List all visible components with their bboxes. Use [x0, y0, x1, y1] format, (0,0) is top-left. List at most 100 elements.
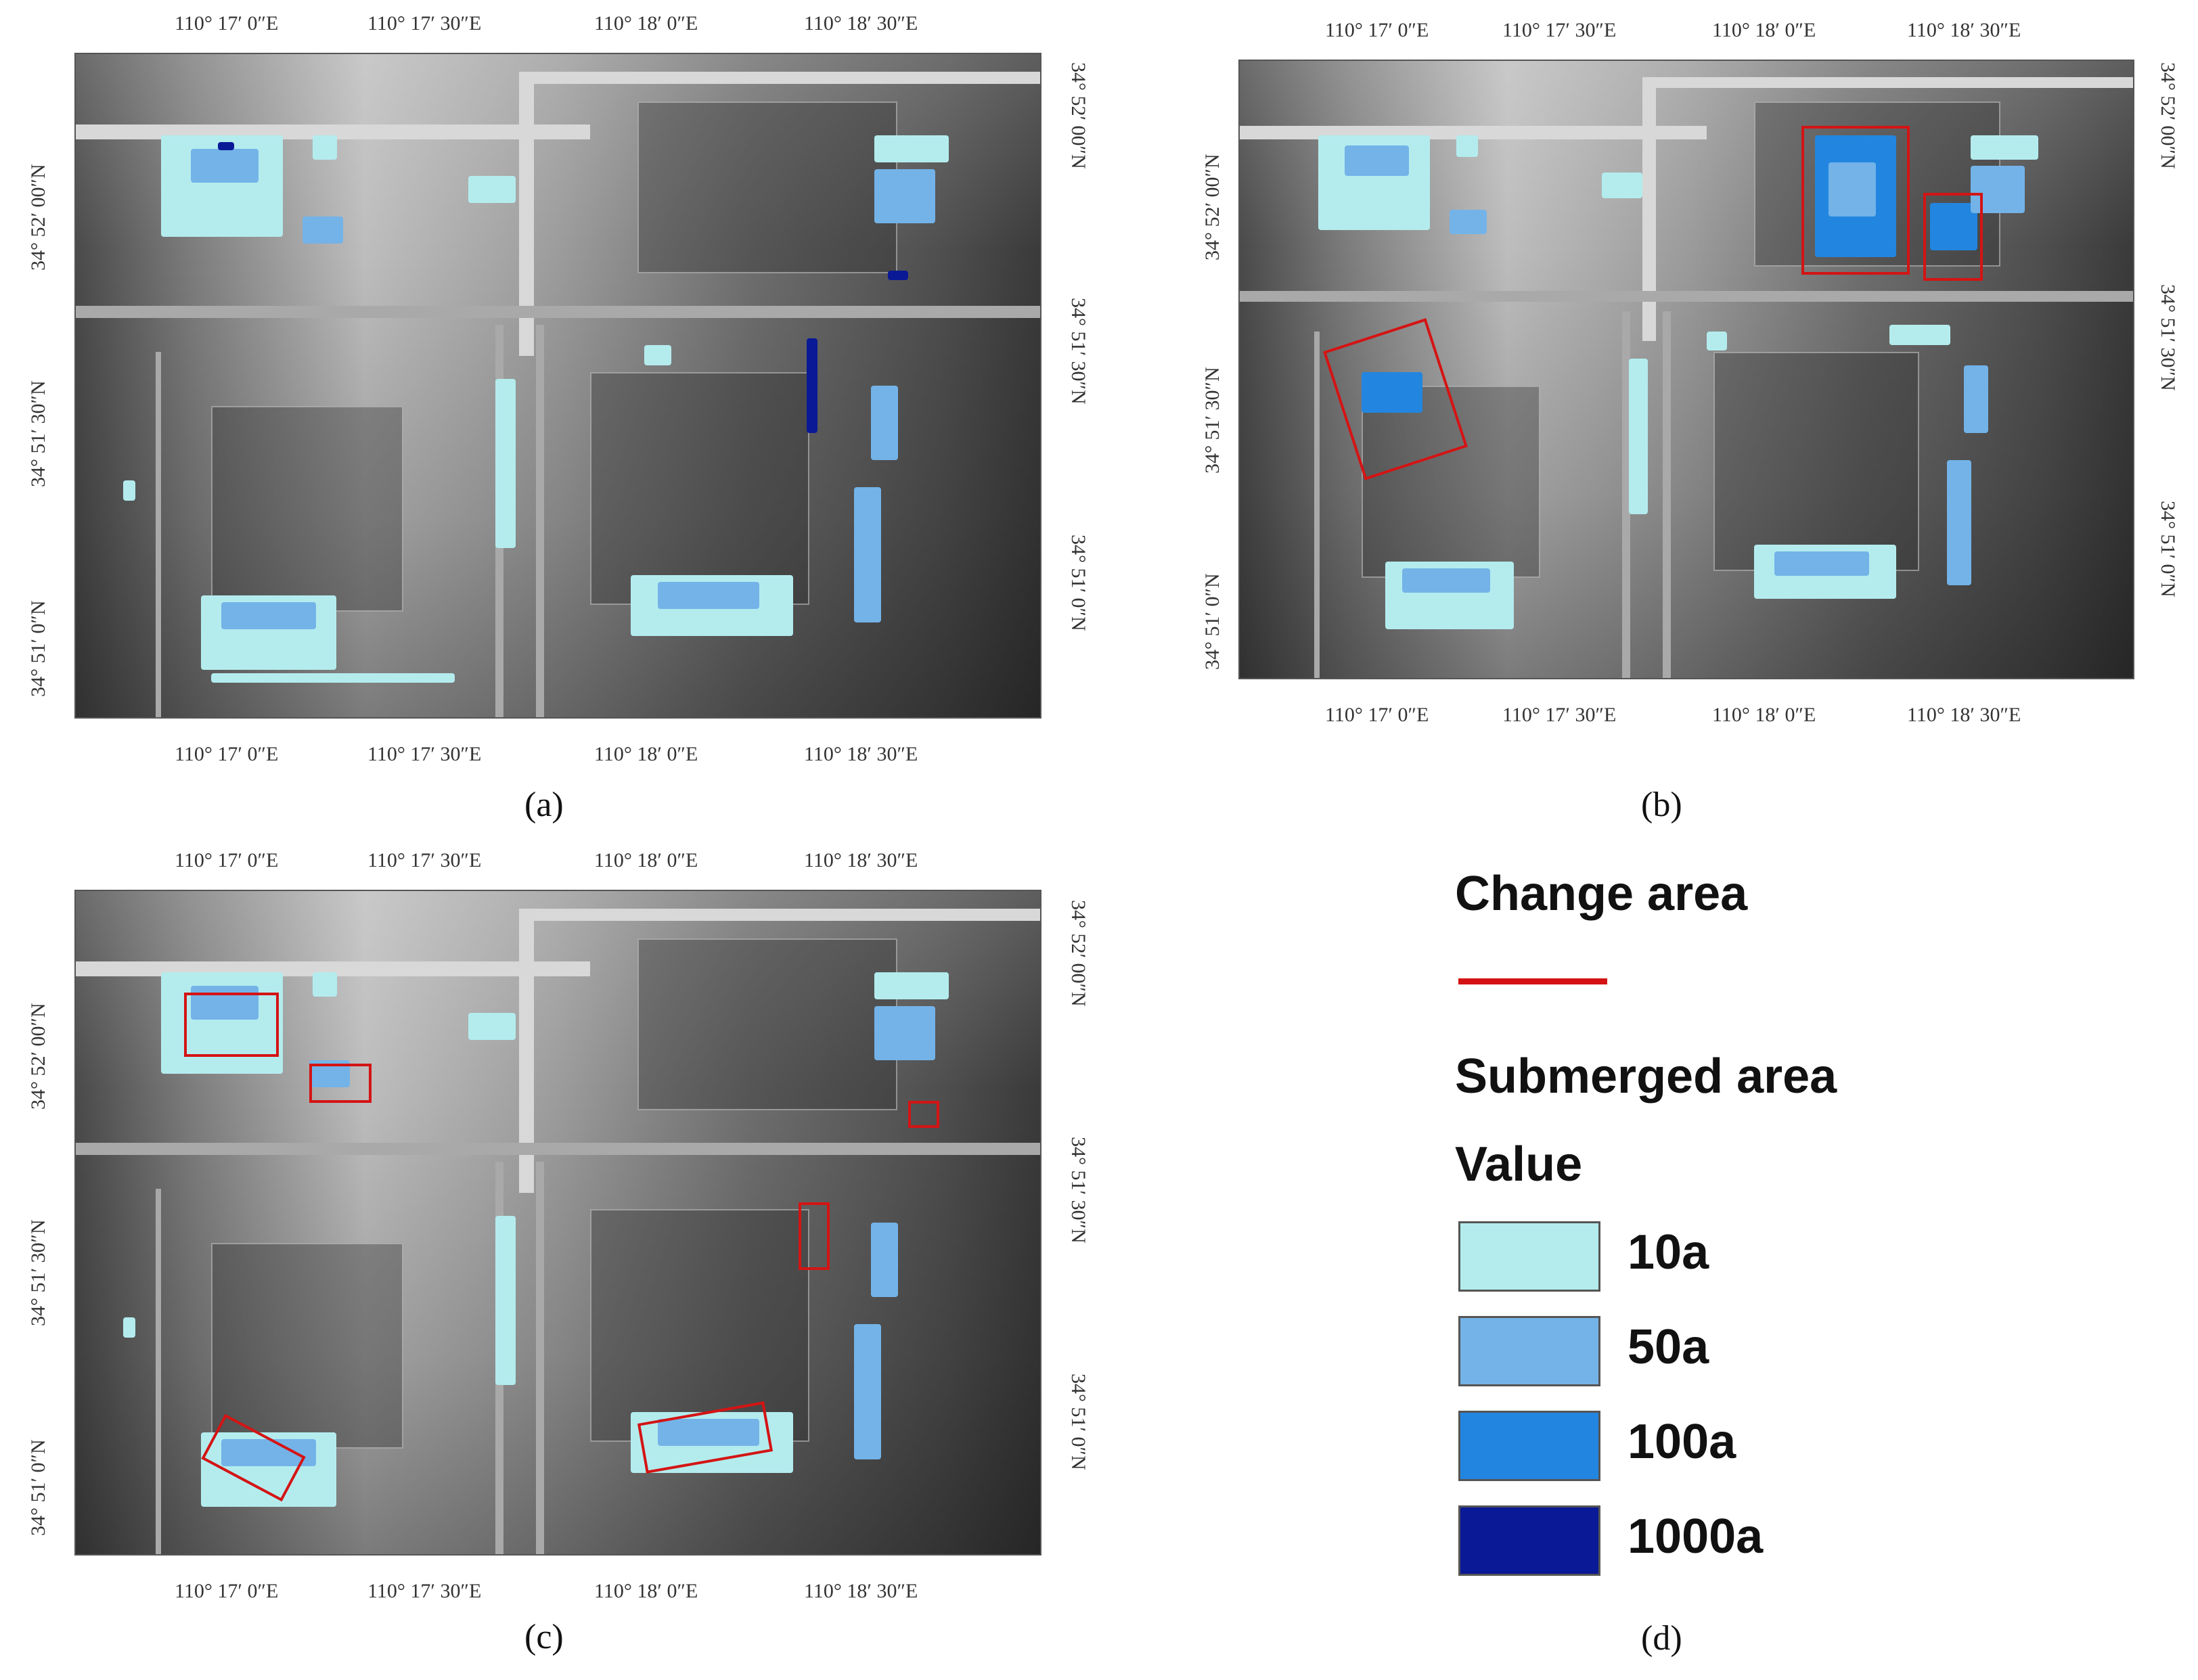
submerged-patch	[874, 972, 949, 999]
submerged-patch	[807, 338, 817, 433]
field-plot	[590, 1209, 809, 1442]
submerged-patch	[468, 1013, 516, 1040]
x-label-top: 110° 18′ 0″E	[1712, 19, 1816, 41]
x-label-bottom: 110° 18′ 30″E	[804, 743, 918, 765]
road	[156, 352, 161, 717]
panel-caption: (c)	[524, 1618, 564, 1656]
submerged-patch	[191, 149, 259, 183]
x-label-bottom: 110° 17′ 30″E	[367, 743, 482, 765]
submerged-patch	[1971, 135, 2038, 160]
legend-value-title: Value	[1455, 1137, 1583, 1191]
change-area-box	[1923, 193, 1983, 281]
road	[519, 909, 1040, 921]
submerged-patch	[313, 972, 337, 997]
submerged-patch	[468, 176, 516, 203]
submerged-patch	[658, 1419, 759, 1446]
submerged-patch	[1971, 166, 2025, 213]
y-label-right: 34° 52′ 00″N	[1067, 62, 1090, 169]
submerged-patch	[1829, 162, 1876, 217]
field-plot	[211, 406, 403, 612]
submerged-patch	[854, 487, 881, 622]
field-plot	[211, 1243, 403, 1449]
legend-submerged-title: Submerged area	[1455, 1049, 1837, 1104]
submerged-patch	[495, 379, 516, 548]
road	[1642, 77, 1656, 341]
x-label-top: 110° 18′ 30″E	[804, 849, 918, 871]
x-label-top: 110° 18′ 30″E	[804, 12, 918, 35]
road	[519, 909, 534, 1193]
submerged-patch	[302, 217, 343, 244]
x-label-bottom: 110° 18′ 0″E	[594, 743, 698, 765]
map-b	[1238, 60, 2134, 679]
x-label-bottom: 110° 18′ 30″E	[804, 1580, 918, 1602]
x-label-top: 110° 17′ 30″E	[367, 849, 482, 871]
y-label-left: 34° 51′ 0″N	[27, 600, 49, 697]
field-plot	[1713, 352, 1919, 571]
submerged-patch	[888, 271, 908, 280]
submerged-patch	[874, 1006, 935, 1060]
y-label-left: 34° 52′ 00″N	[1201, 154, 1224, 260]
submerged-patch	[1707, 332, 1727, 350]
map-c	[74, 890, 1041, 1556]
x-label-bottom: 110° 18′ 30″E	[1907, 704, 2021, 726]
road	[519, 72, 1040, 84]
road	[1622, 311, 1630, 678]
submerged-patch	[658, 582, 759, 609]
submerged-patch	[191, 986, 259, 1020]
change-area-box	[184, 993, 279, 1057]
panel-caption: (d)	[1641, 1619, 1682, 1658]
y-label-left: 34° 51′ 30″N	[1201, 367, 1224, 474]
y-label-right: 34° 51′ 0″N	[2157, 501, 2179, 597]
legend-change-line	[1458, 978, 1607, 984]
field-plot	[590, 372, 809, 605]
x-label-bottom: 110° 17′ 30″E	[367, 1580, 482, 1602]
x-label-bottom: 110° 17′ 30″E	[1502, 704, 1617, 726]
change-area-box	[309, 1064, 372, 1103]
y-label-right: 34° 52′ 00″N	[2157, 62, 2179, 169]
submerged-patch	[874, 135, 949, 162]
submerged-patch	[211, 673, 455, 683]
submerged-patch	[1964, 365, 1988, 433]
submerged-patch	[1450, 210, 1487, 234]
panel-b: 110° 17′ 0″E 110° 17′ 30″E 110° 18′ 0″E …	[1150, 0, 2198, 839]
x-label-bottom: 110° 17′ 0″E	[175, 743, 279, 765]
submerged-patch	[1602, 173, 1642, 198]
y-label-left: 34° 51′ 30″N	[27, 380, 49, 487]
x-label-top: 110° 17′ 30″E	[367, 12, 482, 35]
submerged-patch	[221, 602, 316, 629]
submerged-patch	[123, 480, 135, 501]
submerged-patch	[495, 1216, 516, 1385]
field-plot	[1362, 386, 1540, 578]
submerged-patch	[221, 1439, 316, 1466]
road	[76, 1143, 1040, 1155]
submerged-patch	[854, 1324, 881, 1459]
legend-swatch-10a	[1458, 1221, 1600, 1292]
legend-label-50a: 50a	[1628, 1320, 1709, 1374]
submerged-patch	[871, 1223, 898, 1297]
x-label-top: 110° 17′ 0″E	[175, 12, 279, 35]
x-label-top: 110° 18′ 30″E	[1907, 19, 2021, 41]
road	[156, 1189, 161, 1554]
x-label-top: 110° 17′ 0″E	[175, 849, 279, 871]
panel-caption: (a)	[524, 786, 564, 824]
submerged-patch	[218, 142, 234, 150]
road	[536, 325, 544, 717]
road	[1642, 77, 2133, 88]
legend-label-100a: 100a	[1628, 1415, 1736, 1469]
field-plot	[637, 101, 897, 273]
submerged-patch	[313, 135, 337, 160]
legend-change-title: Change area	[1455, 867, 1748, 921]
submerged-patch	[1930, 203, 1977, 250]
y-label-left: 34° 51′ 0″N	[27, 1439, 49, 1536]
road	[1663, 311, 1671, 678]
road	[1240, 291, 2133, 302]
x-label-bottom: 110° 17′ 0″E	[175, 1580, 279, 1602]
submerged-patch	[1889, 325, 1950, 345]
legend: Change area Submerged area Value 10a 50a…	[1455, 853, 2132, 1583]
legend-label-10a: 10a	[1628, 1225, 1709, 1279]
y-label-right: 34° 51′ 0″N	[1067, 1373, 1090, 1470]
submerged-patch	[1345, 145, 1409, 176]
legend-swatch-50a	[1458, 1316, 1600, 1386]
field-plot	[637, 938, 897, 1110]
y-label-left: 34° 51′ 0″N	[1201, 573, 1224, 670]
